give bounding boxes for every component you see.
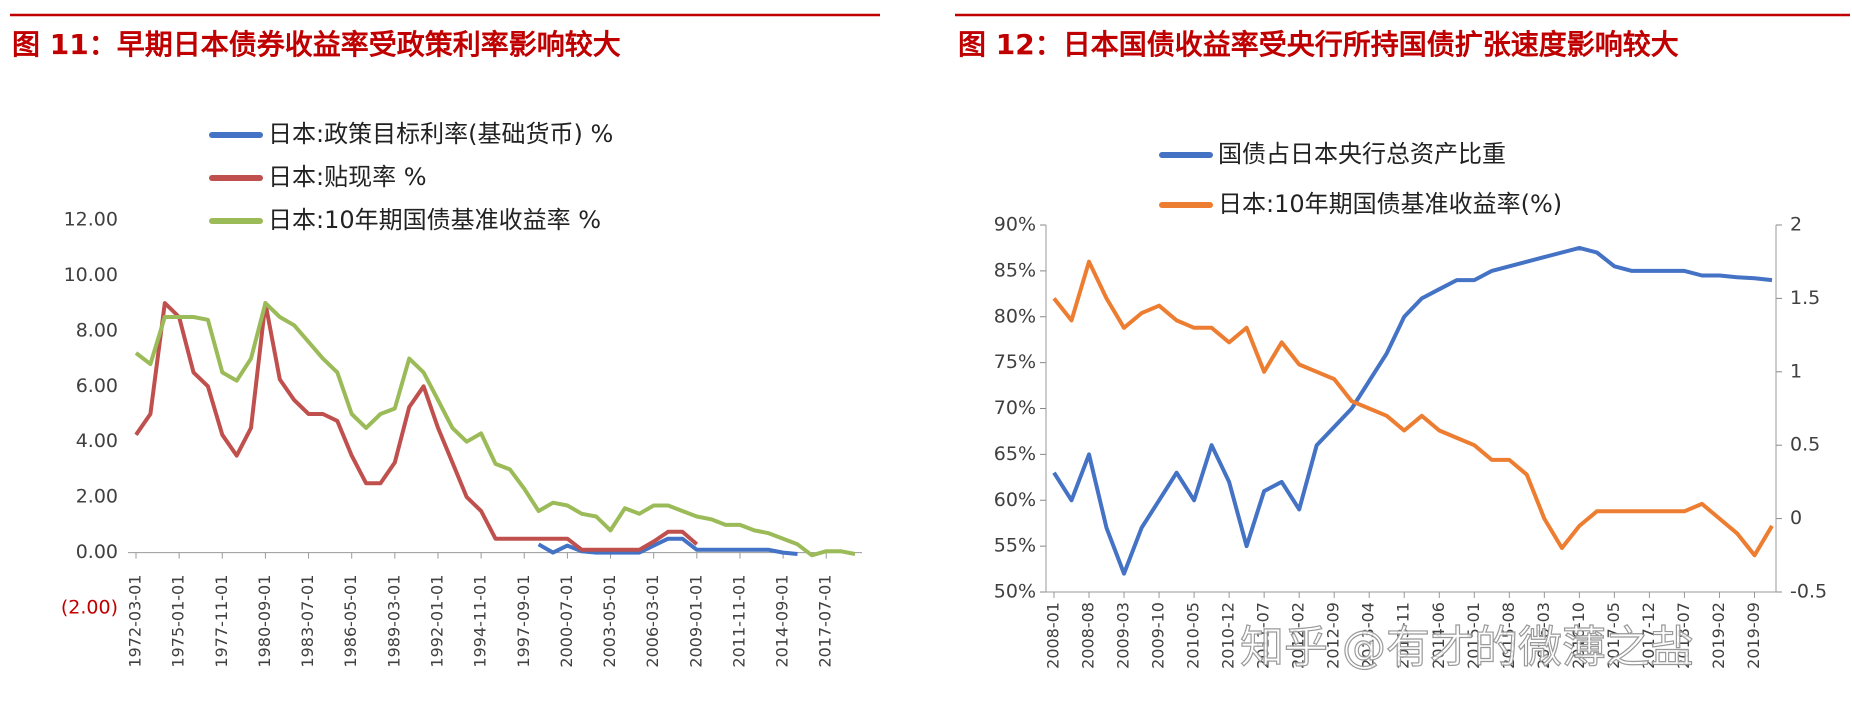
x-tick-label: 2011-07 (1254, 602, 1273, 669)
x-tick-label: 2008-08 (1079, 602, 1098, 669)
y-tick-label: (2.00) (61, 597, 118, 619)
x-tick-label: 2017-05 (1604, 602, 1623, 669)
legend-label: 国债占日本央行总资产比重 (1218, 140, 1506, 168)
y-tick-label: 8.00 (76, 319, 118, 341)
x-tick-label: 1989-03-01 (384, 575, 403, 668)
y-tick-label: 10.00 (64, 264, 118, 286)
legend-label: 日本:10年期国债基准收益率(%) (1218, 190, 1562, 218)
y-tick-label: 2.00 (76, 486, 118, 508)
x-tick-label: 2012-02 (1289, 602, 1308, 669)
x-tick-label: 1975-01-01 (169, 575, 188, 668)
legend-label: 日本:贴现率 % (268, 163, 427, 191)
y-tick-label: 12.00 (64, 209, 118, 231)
x-tick-label: 2012-09 (1324, 602, 1343, 669)
x-tick-label: 2000-07-01 (557, 575, 576, 668)
y-tick-label: 6.00 (76, 375, 118, 397)
x-tick-label: 2013-11 (1394, 602, 1413, 669)
x-tick-label: 1997-09-01 (514, 575, 533, 668)
y2-tick-label: 2 (1790, 214, 1802, 236)
y-tick-label: 85% (994, 259, 1036, 281)
x-tick-label: 2017-12 (1639, 602, 1658, 669)
x-tick-label: 2011-11-01 (729, 575, 748, 668)
y-tick-label: 70% (994, 397, 1036, 419)
y-tick-label: 75% (994, 351, 1036, 373)
x-tick-label: 2014-09-01 (773, 575, 792, 668)
legend-label: 日本:政策目标利率(基础货币) % (268, 120, 613, 148)
y-tick-label: 55% (994, 535, 1036, 557)
legend-label: 日本:10年期国债基准收益率 % (268, 206, 601, 234)
x-tick-label: 2015-08 (1499, 602, 1518, 669)
watermark: 知乎 @有才的微薄之盐 (1240, 622, 1694, 673)
y-tick-label: 0.00 (76, 541, 118, 563)
x-tick-label: 2018-07 (1674, 602, 1693, 669)
x-tick-label: 2017-07-01 (816, 575, 835, 668)
y2-tick-label: 1.5 (1790, 287, 1820, 309)
x-tick-label: 1980-09-01 (255, 575, 274, 668)
x-tick-label: 1986-05-01 (341, 575, 360, 668)
x-tick-label: 2009-01-01 (686, 575, 705, 668)
x-tick-label: 1983-07-01 (298, 575, 317, 668)
y2-tick-label: 0.5 (1790, 434, 1820, 456)
x-tick-label: 2009-03 (1114, 602, 1133, 669)
x-tick-label: 1972-03-01 (126, 575, 145, 668)
x-tick-label: 2019-02 (1709, 602, 1728, 669)
series-line (134, 301, 699, 552)
x-tick-label: 2016-10 (1569, 602, 1588, 669)
series-line (1052, 259, 1774, 558)
x-tick-label: 2010-05 (1184, 602, 1203, 669)
x-tick-label: 1994-11-01 (471, 575, 490, 668)
x-tick-label: 2006-03-01 (643, 575, 662, 668)
y2-tick-label: -0.5 (1790, 581, 1827, 603)
y-tick-label: 50% (994, 581, 1036, 603)
y-tick-label: 80% (994, 305, 1036, 327)
chart-title: 图 11：早期日本债券收益率受政策利率影响较大 (12, 28, 621, 61)
x-tick-label: 2009-10 (1149, 602, 1168, 669)
y-tick-label: 60% (994, 489, 1036, 511)
x-tick-label: 2010-12 (1219, 602, 1238, 669)
x-tick-label: 2008-01 (1044, 602, 1063, 669)
x-tick-label: 1977-11-01 (212, 575, 231, 668)
y2-tick-label: 1 (1790, 360, 1802, 382)
x-tick-label: 2016-03 (1534, 602, 1553, 669)
y2-tick-label: 0 (1790, 507, 1802, 529)
y-tick-label: 65% (994, 443, 1036, 465)
y-tick-label: 4.00 (76, 430, 118, 452)
x-tick-label: 2003-05-01 (600, 575, 619, 668)
y-tick-label: 90% (994, 214, 1036, 236)
series-line (1052, 245, 1773, 576)
x-tick-label: 1992-01-01 (427, 575, 446, 668)
x-tick-label: 2019-09 (1744, 602, 1763, 669)
series-line (134, 301, 856, 558)
x-tick-label: 2014-06 (1429, 602, 1448, 669)
x-tick-label: 2013-04 (1359, 602, 1378, 669)
chart-title: 图 12：日本国债收益率受央行所持国债扩张速度影响较大 (958, 28, 1679, 61)
x-tick-label: 2015-01 (1464, 602, 1483, 669)
